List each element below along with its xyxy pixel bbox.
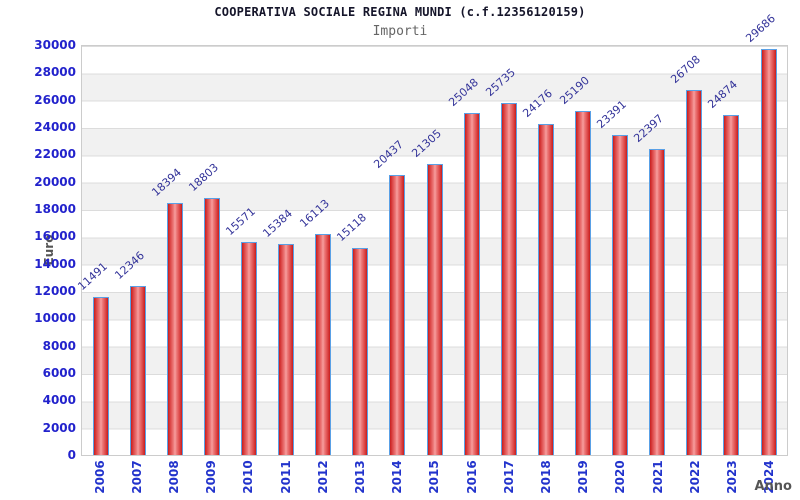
bar-2015 — [426, 163, 443, 455]
bar-2019 — [574, 110, 591, 455]
y-tick-label: 26000 — [34, 92, 76, 107]
bar-group-2024: 29686 — [743, 12, 787, 455]
x-tick: 2010 — [230, 457, 267, 499]
chart-subtitle: Importi — [372, 24, 428, 39]
y-tick-label: 16000 — [34, 229, 76, 244]
x-tick-label: 2019 — [576, 460, 591, 494]
x-tick: 2013 — [341, 457, 378, 499]
bar-2008 — [166, 203, 183, 455]
x-tick: 2008 — [155, 457, 192, 499]
bar-2013 — [352, 247, 369, 455]
y-tick-label: 6000 — [42, 366, 76, 380]
x-axis-ticks: 2006 2007 2008 2009 2010 2011 2012 2013 2014 2015… — [81, 457, 788, 499]
bars-container: 11491 12346 18394 18803 15571 15384 16113 15118… — [75, 12, 787, 455]
bar-2006 — [92, 297, 109, 455]
y-tick-label: 2000 — [42, 420, 76, 435]
y-tick-label: 8000 — [42, 338, 76, 353]
x-tick: 2019 — [565, 457, 602, 499]
x-tick-label: 2009 — [204, 460, 219, 494]
bar-group-2023: 24874 — [706, 46, 750, 455]
x-tick-label: 2010 — [241, 460, 256, 494]
bar-group-2010: 15571 — [223, 46, 267, 455]
bar-2011 — [278, 244, 295, 455]
x-tick: 2011 — [267, 457, 304, 499]
bar-group-2021: 22397 — [631, 46, 676, 455]
x-tick-label: 2016 — [464, 460, 479, 494]
x-tick: 2017 — [490, 457, 527, 499]
x-tick-label: 2018 — [539, 460, 554, 494]
bar-group-2013: 15118 — [335, 46, 379, 455]
plot-area: 11491 12346 18394 18803 15571 15384 16113 15118… — [75, 12, 788, 456]
x-tick-label: 2012 — [315, 460, 330, 494]
bar-group-2018: 24176 — [520, 46, 564, 455]
x-tick-label: 2007 — [129, 460, 144, 494]
bar-group-2008: 18394 — [149, 46, 193, 455]
bar-2021 — [649, 148, 666, 455]
bar-2012 — [315, 234, 332, 455]
x-tick: 2020 — [602, 457, 639, 499]
x-tick: 2007 — [118, 457, 155, 499]
x-tick-label: 2023 — [725, 460, 740, 494]
bar-2014 — [389, 175, 406, 455]
x-tick: 2018 — [527, 457, 564, 499]
y-tick-label: 28000 — [34, 65, 76, 80]
bar-2010 — [240, 241, 257, 455]
bar-value-label: 11491 — [74, 260, 110, 294]
bar-group-2011: 15384 — [260, 46, 305, 455]
x-tick: 2014 — [379, 457, 416, 499]
bar-group-2017: 25735 — [483, 46, 527, 455]
x-tick-label: 2021 — [650, 460, 665, 494]
x-tick: 2022 — [676, 457, 713, 499]
x-tick-label: 2022 — [687, 460, 702, 494]
x-tick-label: 2011 — [278, 460, 293, 494]
y-tick-label: 30000 — [34, 38, 76, 52]
y-tick-label: 22000 — [34, 147, 76, 162]
x-tick: 2016 — [453, 457, 490, 499]
x-tick-label: 2008 — [167, 460, 181, 494]
x-tick: 2006 — [81, 457, 118, 499]
y-tick-label: 20000 — [34, 174, 76, 189]
y-tick-label: 12000 — [34, 284, 76, 298]
bar-2023 — [723, 114, 740, 455]
bar-group-2014: 20437 — [372, 46, 416, 455]
bar-2016 — [463, 112, 480, 455]
bar-group-2007: 12346 — [112, 46, 156, 455]
bar-2024 — [760, 49, 777, 455]
y-tick-label: 0 — [67, 448, 76, 462]
bar-group-2016: 25048 — [446, 46, 490, 455]
bar-2020 — [612, 135, 629, 455]
bar-2009 — [203, 197, 220, 455]
chart-title: COOPERATIVA SOCIALE REGINA MUNDI (c.f.12… — [214, 5, 586, 19]
y-tick-label: 18000 — [34, 202, 76, 216]
bar-group-2006: 11491 — [75, 46, 119, 455]
bar-group-2009: 18803 — [186, 46, 230, 455]
x-tick: 2012 — [304, 457, 341, 499]
x-axis-title: Anno — [754, 479, 792, 494]
bar-group-2012: 16113 — [298, 46, 342, 455]
bar-group-2019: 25190 — [557, 46, 601, 455]
y-tick-label: 4000 — [42, 393, 76, 408]
x-tick: 2009 — [193, 457, 230, 499]
bar-group-2022: 26708 — [669, 46, 713, 455]
y-tick-label: 14000 — [34, 256, 76, 271]
x-tick: 2023 — [713, 457, 750, 499]
x-tick-label: 2020 — [613, 460, 628, 494]
x-tick-label: 2006 — [92, 460, 107, 494]
bar-group-2015: 21305 — [409, 46, 453, 455]
y-tick-label: 10000 — [34, 311, 76, 326]
bar-2007 — [129, 285, 146, 455]
bar-2022 — [686, 89, 703, 455]
x-tick-label: 2015 — [427, 460, 442, 494]
bar-group-2020: 23391 — [594, 46, 639, 455]
x-tick-label: 2014 — [390, 460, 405, 494]
y-axis-ticks: 0 2000 4000 6000 8000 10000 12000 14000 16000 180… — [0, 38, 76, 462]
y-tick-label: 24000 — [34, 120, 76, 134]
x-tick: 2021 — [639, 457, 676, 499]
bar-2017 — [500, 103, 517, 455]
x-tick-label: 2013 — [353, 460, 368, 494]
x-tick: 2015 — [416, 457, 453, 499]
x-tick-label: 2017 — [501, 460, 516, 494]
bar-2018 — [537, 124, 554, 455]
